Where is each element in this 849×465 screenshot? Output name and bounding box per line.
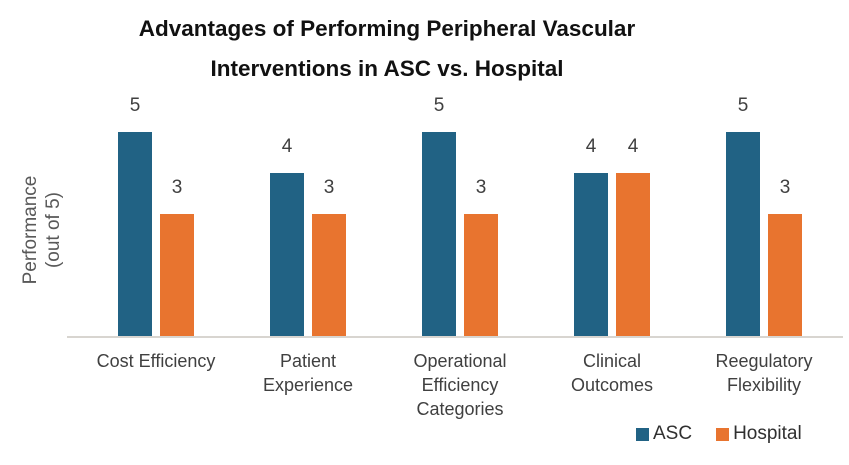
category-label-0: Cost Efficiency bbox=[96, 351, 216, 371]
bar-hospital-3 bbox=[616, 173, 650, 336]
bar-value-label-asc-0: 5 bbox=[129, 95, 141, 116]
bar-asc-2 bbox=[422, 132, 456, 336]
category-label-2: Operational Efficiency Categories bbox=[413, 351, 507, 419]
bar-hospital-2 bbox=[464, 214, 498, 336]
legend: ASC Hospital bbox=[636, 423, 802, 445]
y-axis-label: Performance (out of 5) bbox=[19, 176, 65, 285]
legend-item-asc: ASC bbox=[636, 423, 692, 445]
x-axis-line bbox=[67, 336, 843, 338]
legend-item-hospital: Hospital bbox=[716, 423, 802, 445]
category-label-1: Patient Experience bbox=[262, 351, 354, 395]
bar-value-label-asc-4: 5 bbox=[737, 95, 749, 116]
bar-hospital-0 bbox=[160, 214, 194, 336]
bar-value-label-hospital-0: 3 bbox=[171, 177, 183, 198]
chart-title: Advantages of Performing Peripheral Vasc… bbox=[139, 9, 635, 89]
bar-asc-1 bbox=[270, 173, 304, 336]
bar-hospital-1 bbox=[312, 214, 346, 336]
legend-label-asc: ASC bbox=[653, 423, 693, 444]
asc-swatch-icon bbox=[636, 427, 649, 441]
bar-asc-3 bbox=[574, 173, 608, 336]
bar-value-label-hospital-4: 3 bbox=[779, 177, 791, 198]
category-label-4: Reegulatory Flexibility bbox=[715, 351, 813, 395]
y-axis-label-line1: Performance bbox=[20, 175, 41, 285]
chart-title-line2: Interventions in ASC vs. Hospital bbox=[210, 56, 564, 81]
hospital-swatch-icon bbox=[716, 427, 730, 441]
bar-value-label-hospital-2: 3 bbox=[475, 177, 487, 198]
bar-value-label-asc-3: 4 bbox=[585, 136, 597, 157]
bar-asc-4 bbox=[726, 132, 760, 336]
chart-title-line1: Advantages of Performing Peripheral Vasc… bbox=[138, 16, 636, 41]
bar-value-label-asc-2: 5 bbox=[433, 95, 445, 116]
y-axis-label-line2: (out of 5) bbox=[43, 191, 64, 269]
bar-value-label-hospital-1: 3 bbox=[323, 177, 335, 198]
legend-label-hospital: Hospital bbox=[733, 423, 802, 444]
bar-hospital-4 bbox=[768, 214, 802, 336]
category-label-3: Clinical Outcomes bbox=[570, 351, 654, 395]
bar-value-label-asc-1: 4 bbox=[281, 136, 293, 157]
bar-value-label-hospital-3: 4 bbox=[627, 136, 639, 157]
bar-asc-0 bbox=[118, 132, 152, 336]
